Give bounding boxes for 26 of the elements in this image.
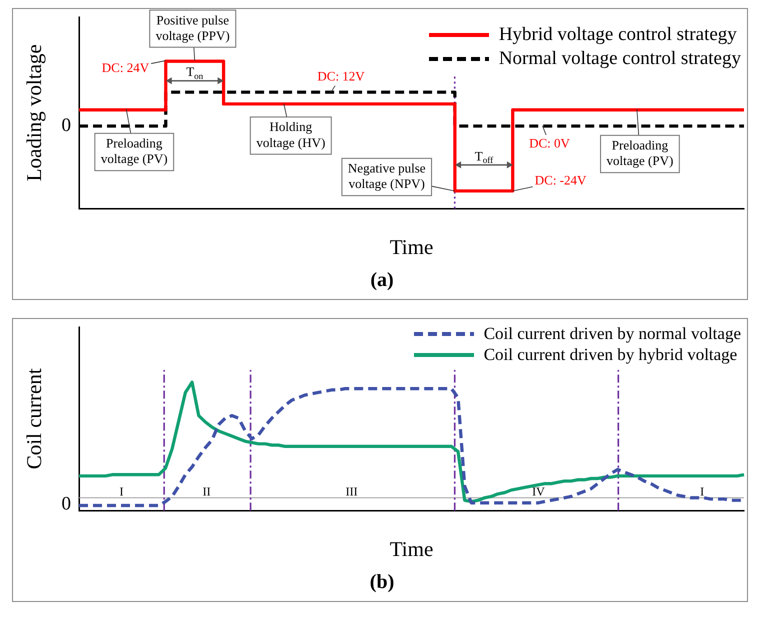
x-axis-title: Time — [390, 536, 434, 561]
y-axis-title: Coil current — [22, 368, 46, 470]
legend-label: Normal voltage control strategy — [498, 46, 741, 70]
annotation: I — [700, 484, 704, 498]
annotation: I — [120, 484, 124, 498]
annotation: DC: -24V — [534, 172, 588, 188]
annotation: III — [346, 484, 358, 498]
legend-label: Hybrid voltage control strategy — [498, 23, 737, 47]
annotation: IV — [532, 484, 546, 498]
annotation: Preloading voltage (PV) — [606, 138, 674, 168]
text: Positive pulse voltage (PPV) — [156, 12, 230, 43]
text: 0 — [62, 114, 71, 136]
text: 0 — [62, 494, 71, 515]
legend-label: Coil current driven by hybrid voltage — [484, 344, 738, 366]
x-axis-title: Time — [390, 234, 434, 259]
annotation: DC: 0V — [529, 135, 571, 150]
text: (a) — [370, 269, 394, 292]
legend-label: Coil current driven by normal voltage — [484, 323, 741, 344]
text: (b) — [370, 571, 394, 594]
annotation: DC: 24V — [102, 60, 150, 76]
annotation: Negative pulse voltage (NPV) — [348, 160, 426, 192]
annotation: DC: 12V — [317, 68, 366, 84]
annotation: Holding voltage (HV) — [256, 119, 326, 150]
y-axis-title: Loading voltage — [22, 44, 46, 182]
annotation: Preloading voltage (PV) — [100, 136, 168, 166]
annotation: II — [202, 484, 211, 498]
